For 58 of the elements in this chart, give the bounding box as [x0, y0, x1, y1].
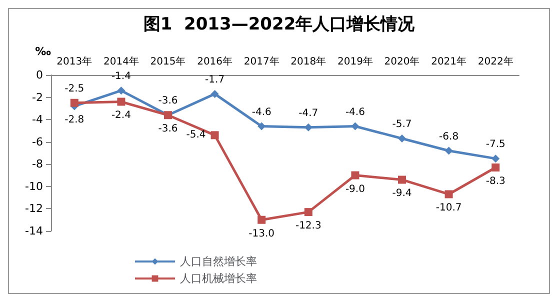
data-label: -2.8 [64, 114, 84, 126]
point [398, 176, 406, 184]
data-label: -10.7 [436, 202, 462, 214]
y-axis-title: ‰ [35, 45, 52, 58]
chart-title: 图1 2013—2022年人口增长情况 [143, 14, 416, 34]
data-label: -4.7 [298, 108, 318, 119]
point [258, 216, 266, 224]
x-tick-label: 2016年 [197, 56, 233, 68]
data-label: -1.4 [111, 71, 131, 82]
y-tick-label: -6 [32, 135, 43, 148]
legend-label: 人口自然增长率 [180, 255, 257, 268]
point [351, 122, 360, 130]
x-tick-label: 2019年 [337, 56, 373, 68]
data-label: -8.3 [486, 176, 506, 187]
y-tick-label: -10 [25, 180, 43, 193]
x-tick-label: 2021年 [431, 56, 467, 68]
data-label: -5.4 [186, 130, 206, 141]
point [304, 208, 312, 216]
point [117, 86, 126, 95]
data-label: -3.6 [158, 96, 178, 107]
point [398, 134, 406, 143]
y-tick-label: -14 [25, 224, 43, 238]
point [492, 163, 500, 172]
x-tick-label: 2015年 [150, 56, 186, 68]
x-tick-label: 2018年 [290, 56, 326, 68]
data-label: -12.3 [295, 220, 322, 232]
data-label: -2.5 [64, 83, 84, 94]
y-tick-label: -12 [25, 202, 43, 216]
point [117, 98, 126, 106]
data-label: -1.7 [205, 74, 225, 86]
y-tick-label: -8 [32, 158, 43, 171]
data-label: -4.6 [252, 106, 272, 118]
data-label: -9.0 [345, 184, 365, 195]
x-tick-label: 2013年 [56, 56, 92, 68]
data-label: -3.6 [158, 124, 178, 135]
x-tick-label: 2017年 [244, 56, 280, 68]
point [210, 131, 219, 140]
point [492, 154, 500, 163]
point [258, 122, 266, 130]
x-tick-label: 2014年 [103, 56, 139, 68]
point [444, 190, 453, 198]
point [444, 146, 453, 155]
data-label: -6.8 [439, 131, 459, 142]
y-tick-label: -4 [32, 113, 43, 126]
data-label: -7.5 [486, 139, 506, 150]
point [210, 90, 219, 98]
data-label: -4.6 [345, 106, 365, 118]
y-tick-label: -2 [32, 90, 43, 104]
data-label: -13.0 [248, 228, 275, 240]
point [351, 171, 360, 180]
y-tick-label: 0 [36, 68, 43, 82]
x-tick-label: 2020年 [384, 56, 420, 68]
data-label: -5.7 [392, 119, 412, 130]
point [70, 98, 78, 107]
legend-label: 人口机械增长率 [180, 272, 257, 285]
data-label: -9.4 [392, 188, 412, 200]
data-label: -2.4 [111, 110, 131, 122]
x-tick-label: 2022年 [478, 56, 514, 68]
